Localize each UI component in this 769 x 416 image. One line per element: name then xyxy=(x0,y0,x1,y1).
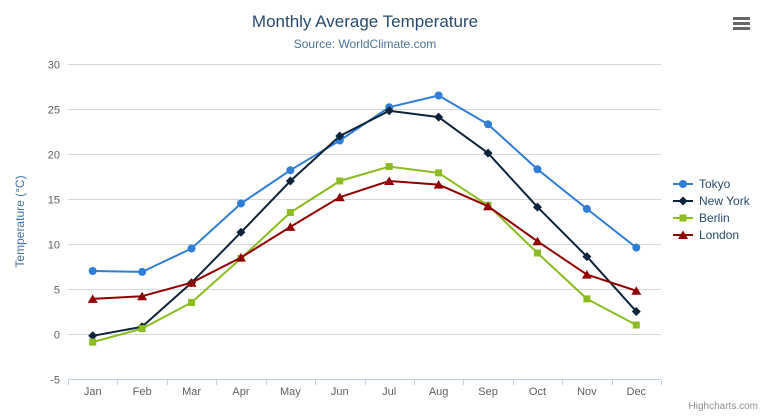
data-point-london-jul[interactable] xyxy=(384,176,395,186)
data-point-tokyo-nov[interactable] xyxy=(582,204,591,213)
data-point-london-oct[interactable] xyxy=(532,236,543,246)
data-point-london-sep[interactable] xyxy=(483,201,494,211)
data-point-london-feb[interactable] xyxy=(137,291,148,301)
data-point-berlin-may[interactable] xyxy=(286,209,294,216)
data-point-london-nov[interactable] xyxy=(581,270,592,279)
x-tick-label: Apr xyxy=(232,386,249,398)
series-line-tokyo xyxy=(91,94,638,273)
data-point-tokyo-oct[interactable] xyxy=(533,165,542,174)
data-point-new-york-apr[interactable] xyxy=(236,227,246,237)
y-tick-label: 30 xyxy=(48,60,60,72)
x-tick-label: Jul xyxy=(382,386,396,398)
x-tick-label: Mar xyxy=(182,386,201,398)
legend: Tokyo New York Berlin London xyxy=(672,175,750,243)
circle-marker-icon xyxy=(679,179,687,188)
data-point-berlin-aug[interactable] xyxy=(435,169,443,177)
y-tick-label: 0 xyxy=(54,330,60,342)
legend-label: Berlin xyxy=(699,210,730,225)
data-point-new-york-jun[interactable] xyxy=(335,131,345,141)
x-tick-label: Feb xyxy=(133,386,152,398)
data-point-tokyo-dec[interactable] xyxy=(632,243,641,252)
data-point-london-aug[interactable] xyxy=(433,180,444,189)
data-point-london-jan[interactable] xyxy=(87,294,98,303)
y-tick-label: 5 xyxy=(54,285,60,297)
data-point-berlin-jun[interactable] xyxy=(336,177,344,185)
data-point-new-york-aug[interactable] xyxy=(434,112,444,122)
data-point-london-jun[interactable] xyxy=(334,192,345,202)
data-point-tokyo-aug[interactable] xyxy=(434,91,443,100)
data-point-berlin-oct[interactable] xyxy=(533,249,541,257)
data-point-berlin-feb[interactable] xyxy=(138,325,146,333)
x-tick-label: Sep xyxy=(478,386,498,398)
x-tick-label: Oct xyxy=(529,386,546,398)
legend-item-new-york[interactable]: New York xyxy=(672,192,750,209)
square-legend-marker-icon xyxy=(673,214,693,221)
legend-label: London xyxy=(699,227,740,242)
y-axis-title: Temperature (°C) xyxy=(13,175,27,267)
data-point-tokyo-mar[interactable] xyxy=(187,244,196,253)
data-point-berlin-jan[interactable] xyxy=(89,338,97,346)
x-tick-label: Dec xyxy=(627,386,647,398)
legend-label: New York xyxy=(699,193,750,208)
diamond-legend-marker-icon xyxy=(673,196,693,205)
diamond-marker-icon xyxy=(678,196,688,205)
context-menu-button[interactable] xyxy=(733,17,750,30)
data-point-new-york-nov[interactable] xyxy=(582,252,592,262)
hamburger-icon xyxy=(733,22,750,25)
x-tick-label: May xyxy=(280,386,301,398)
legend-item-tokyo[interactable]: Tokyo xyxy=(672,175,750,192)
data-point-tokyo-sep[interactable] xyxy=(484,120,493,129)
y-tick-label: 20 xyxy=(48,150,60,162)
legend-item-berlin[interactable]: Berlin xyxy=(672,209,750,226)
data-point-new-york-may[interactable] xyxy=(285,176,295,186)
series-line-london xyxy=(91,180,638,300)
legend-label: Tokyo xyxy=(699,176,731,191)
data-point-new-york-jul[interactable] xyxy=(384,106,394,116)
data-point-london-mar[interactable] xyxy=(186,278,197,287)
data-point-london-apr[interactable] xyxy=(235,253,246,262)
data-point-new-york-sep[interactable] xyxy=(483,148,493,158)
data-point-berlin-nov[interactable] xyxy=(583,295,591,303)
x-tick-label: Jan xyxy=(84,386,102,398)
y-tick-label: -5 xyxy=(50,375,60,387)
data-point-tokyo-apr[interactable] xyxy=(236,199,245,208)
data-point-tokyo-feb[interactable] xyxy=(138,267,147,276)
data-point-berlin-jul[interactable] xyxy=(385,163,393,171)
y-tick-label: 25 xyxy=(48,105,60,117)
data-point-new-york-oct[interactable] xyxy=(532,202,542,212)
chart-subtitle: Source: WorldClimate.com xyxy=(293,37,437,51)
data-point-berlin-mar[interactable] xyxy=(188,299,196,306)
data-point-tokyo-may[interactable] xyxy=(286,166,295,175)
triangle-legend-marker-icon xyxy=(673,230,693,239)
legend-item-london[interactable]: London xyxy=(672,226,750,243)
chart-title: Monthly Average Temperature xyxy=(251,12,479,31)
data-point-new-york-dec[interactable] xyxy=(631,307,641,316)
x-tick-label: Jun xyxy=(331,386,349,398)
data-point-new-york-jan[interactable] xyxy=(88,331,98,341)
x-tick-label: Nov xyxy=(577,386,597,398)
series-line-new-york xyxy=(91,109,638,337)
square-marker-icon xyxy=(679,214,687,221)
data-point-london-may[interactable] xyxy=(285,222,296,231)
triangle-marker-icon xyxy=(678,230,688,239)
circle-legend-marker-icon xyxy=(673,179,693,188)
credits-link[interactable]: Highcharts.com xyxy=(688,401,758,412)
x-tick-label: Aug xyxy=(429,386,449,398)
data-point-berlin-dec[interactable] xyxy=(632,321,640,329)
data-point-london-dec[interactable] xyxy=(631,286,642,295)
y-tick-label: 15 xyxy=(48,195,60,207)
hamburger-icon xyxy=(733,17,750,20)
hamburger-icon xyxy=(733,27,750,30)
y-tick-label: 10 xyxy=(48,240,60,252)
data-point-tokyo-jan[interactable] xyxy=(88,267,97,275)
series-line-berlin xyxy=(91,165,638,344)
